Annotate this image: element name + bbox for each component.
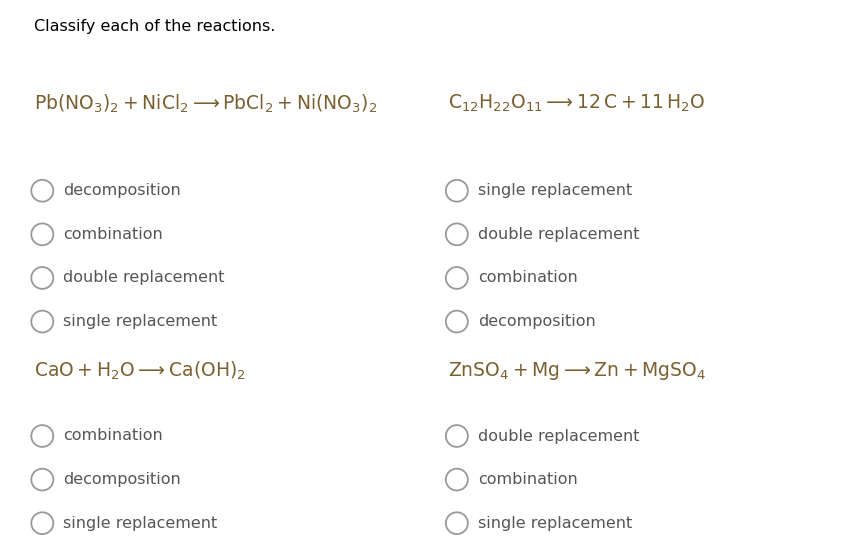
Text: $\mathrm{Pb(NO_3)_2 + NiCl_2 \longrightarrow PbCl_2+Ni(NO_3)_2}$: $\mathrm{Pb(NO_3)_2 + NiCl_2 \longrighta… xyxy=(34,93,377,114)
Text: single replacement: single replacement xyxy=(63,516,217,531)
Text: $\mathrm{CaO + H_2O \longrightarrow Ca(OH)_2}$: $\mathrm{CaO + H_2O \longrightarrow Ca(O… xyxy=(34,360,245,381)
Text: $\mathrm{C_{12}H_{22}O_{11} \longrightarrow 12\,C + 11\,H_2O}$: $\mathrm{C_{12}H_{22}O_{11} \longrightar… xyxy=(448,93,706,114)
Text: decomposition: decomposition xyxy=(63,183,181,198)
Text: double replacement: double replacement xyxy=(478,227,640,242)
Text: single replacement: single replacement xyxy=(478,516,632,531)
Text: single replacement: single replacement xyxy=(63,314,217,329)
Text: single replacement: single replacement xyxy=(478,183,632,198)
Text: Classify each of the reactions.: Classify each of the reactions. xyxy=(34,19,275,34)
Text: combination: combination xyxy=(63,428,163,444)
Text: decomposition: decomposition xyxy=(478,314,596,329)
Text: double replacement: double replacement xyxy=(478,428,640,444)
Text: decomposition: decomposition xyxy=(63,472,181,487)
Text: combination: combination xyxy=(478,270,578,286)
Text: combination: combination xyxy=(478,472,578,487)
Text: double replacement: double replacement xyxy=(63,270,225,286)
Text: $\mathrm{ZnSO_4+Mg \longrightarrow Zn + MgSO_4}$: $\mathrm{ZnSO_4+Mg \longrightarrow Zn + … xyxy=(448,360,706,381)
Text: combination: combination xyxy=(63,227,163,242)
